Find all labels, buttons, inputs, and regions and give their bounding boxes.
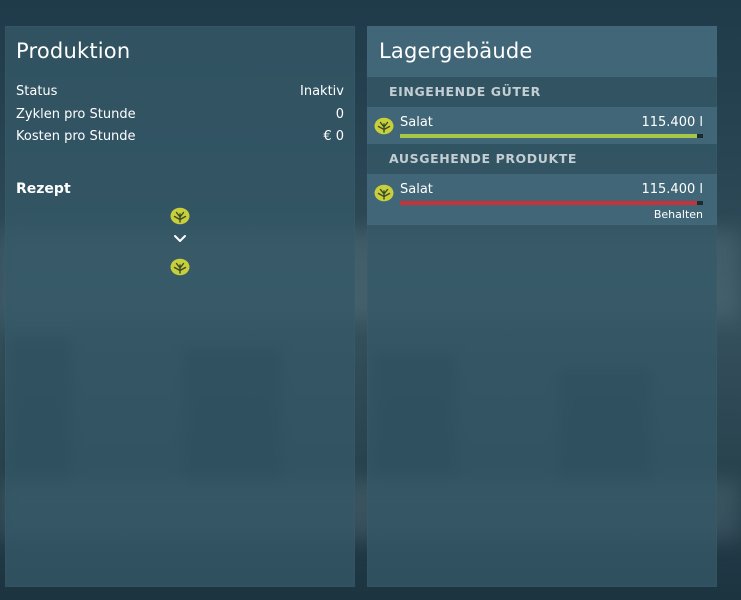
lettuce-icon <box>170 258 190 276</box>
chevron-down-icon <box>174 235 186 242</box>
cycles-per-hour-value: 0 <box>335 107 344 122</box>
cycles-per-hour-row: Zyklen pro Stunde 0 <box>16 107 344 122</box>
fill-level-bar <box>400 201 703 205</box>
production-panel: Produktion Status Inaktiv Zyklen pro Stu… <box>5 26 355 587</box>
production-title: Produktion <box>16 39 131 63</box>
costs-per-hour-value: € 0 <box>323 129 344 144</box>
storage-title: Lagergebäude <box>367 26 717 77</box>
fill-level-bar <box>400 134 703 138</box>
status-label: Status <box>16 84 58 99</box>
recipe-title: Rezept <box>16 181 71 197</box>
item-amount: 115.400 l <box>641 115 703 130</box>
costs-per-hour-row: Kosten pro Stunde € 0 <box>16 129 344 144</box>
outgoing-item-salat[interactable]: Salat 115.400 l Behalten <box>367 174 717 225</box>
status-value: Inaktiv <box>300 84 344 99</box>
storage-mode-label[interactable]: Behalten <box>653 208 703 221</box>
outgoing-products-header: AUSGEHENDE PRODUKTE <box>389 151 578 166</box>
lettuce-icon <box>170 207 190 225</box>
costs-per-hour-label: Kosten pro Stunde <box>16 129 136 144</box>
incoming-item-salat[interactable]: Salat 115.400 l <box>367 107 717 144</box>
fill-level-bar-fill <box>400 201 697 205</box>
lettuce-icon <box>374 184 394 202</box>
item-name: Salat <box>400 115 433 130</box>
item-amount: 115.400 l <box>641 182 703 197</box>
cycles-per-hour-label: Zyklen pro Stunde <box>16 107 136 122</box>
item-name: Salat <box>400 182 433 197</box>
lettuce-icon <box>374 117 394 135</box>
fill-level-bar-fill <box>400 134 697 138</box>
incoming-goods-header: EINGEHENDE GÜTER <box>389 84 541 99</box>
status-row: Status Inaktiv <box>16 84 344 99</box>
storage-panel: Lagergebäude EINGEHENDE GÜTER Salat 115.… <box>367 26 717 587</box>
